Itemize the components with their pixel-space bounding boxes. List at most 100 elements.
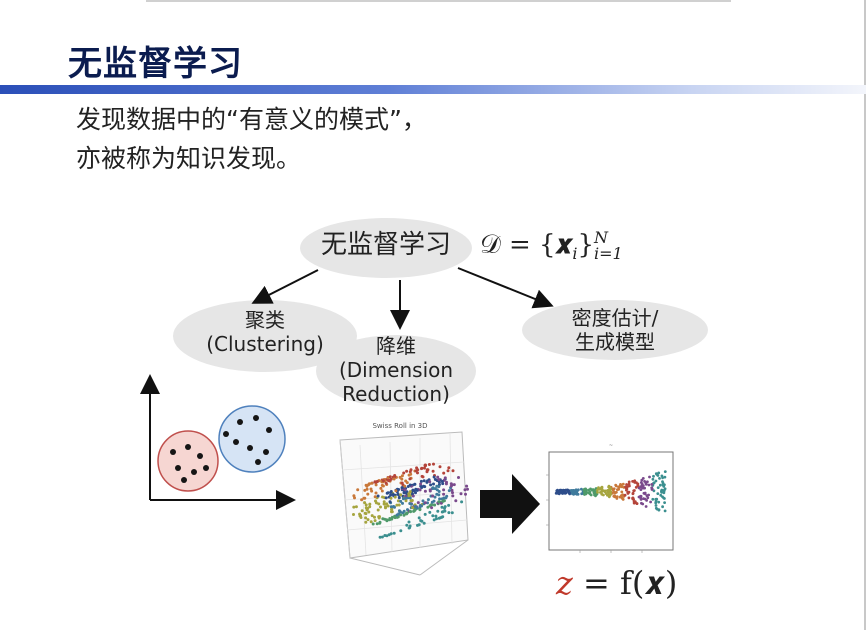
embed-point (645, 494, 649, 497)
roll-point (416, 501, 420, 505)
roll-point (431, 514, 435, 518)
embed-point (654, 506, 658, 510)
embed-point (642, 486, 645, 490)
roll-point (418, 488, 422, 492)
roll-point (426, 505, 430, 509)
roll-point (373, 519, 377, 523)
embed-point (647, 483, 651, 487)
right-border (864, 0, 866, 630)
embed-point (574, 489, 578, 492)
roll-point (423, 489, 427, 493)
embed-point (624, 485, 627, 489)
roll-point (389, 496, 393, 500)
embed-point (621, 493, 625, 497)
roll-point (405, 523, 409, 527)
roll-point (352, 513, 355, 516)
embed-point (643, 491, 647, 495)
roll-point (370, 514, 374, 518)
embed-point (588, 490, 592, 494)
roll-point (400, 481, 404, 485)
roll-point (395, 513, 399, 517)
roll-point (411, 488, 415, 492)
roll-point (404, 491, 407, 495)
embed-point (620, 496, 624, 500)
roll-point (443, 476, 447, 480)
roll-point (362, 496, 366, 500)
roll-point (408, 470, 412, 474)
roll-point (447, 489, 451, 493)
embed-point (643, 480, 646, 483)
roll-point (417, 516, 421, 520)
arrow-to-clustering (251, 269, 319, 304)
roll-point (363, 488, 367, 492)
roll-point (457, 476, 460, 479)
embed-point (627, 482, 631, 486)
embed-point (614, 483, 618, 487)
roll-point (352, 505, 356, 509)
embed-point (600, 492, 604, 496)
roll-point (430, 500, 434, 504)
top-border (146, 0, 731, 2)
roll-point (376, 494, 380, 498)
roll-point (356, 488, 360, 492)
roll-point (450, 483, 454, 487)
dimred-label-cn: 降维 (376, 334, 416, 358)
embedding-2d-plot: ~ (546, 443, 674, 553)
roll-point (389, 493, 393, 497)
density-label-2: 生成模型 (575, 330, 655, 354)
roll-point (428, 510, 432, 514)
roll-point (402, 471, 406, 475)
embed-point (625, 488, 628, 492)
embed-point (657, 508, 661, 512)
embed-point (613, 494, 616, 497)
formula-z-var: z (556, 564, 573, 602)
formula-var: 𝒙 (555, 230, 573, 260)
arrow-to-density (457, 267, 554, 309)
roll-point (395, 503, 399, 507)
embed-point (663, 475, 667, 479)
roll-point (459, 492, 463, 496)
clustering-label: 聚类 (Clustering) (173, 308, 357, 356)
roll-point (386, 504, 390, 508)
roll-point (433, 478, 437, 481)
embed-point (603, 490, 607, 494)
formula-close: } (577, 230, 594, 260)
roll-point (404, 496, 407, 500)
density-ellipse (522, 300, 708, 360)
roll-point (433, 487, 437, 491)
embed-point (663, 470, 667, 473)
roll-point (437, 485, 441, 489)
roll-point (381, 484, 385, 488)
roll-point (381, 517, 385, 521)
roll-point (397, 496, 401, 500)
embed-point (585, 490, 588, 494)
mapping-formula: z = f(𝒙) (556, 564, 677, 603)
embed-point (625, 483, 628, 486)
roll-point (447, 503, 451, 507)
roll-point (410, 499, 414, 502)
embed-point (561, 488, 565, 492)
roll-point (432, 518, 436, 522)
embed-point (652, 474, 655, 478)
roll-point (442, 488, 446, 492)
roll-point (400, 486, 404, 490)
roll-point (405, 481, 409, 485)
embed-point (648, 475, 651, 479)
embed-point (644, 505, 648, 508)
roll-point (375, 480, 379, 483)
embed-point (651, 477, 655, 481)
embed-point (616, 488, 619, 491)
roll-point (387, 479, 390, 483)
svg-text:~: ~ (609, 443, 613, 449)
embed-point (621, 482, 625, 486)
embed-point (623, 493, 627, 497)
roll-point (367, 510, 371, 514)
embed-point (600, 490, 604, 493)
roll-point (377, 502, 381, 506)
embed-point (627, 480, 631, 484)
roll-point (380, 489, 384, 493)
roll-point (436, 475, 440, 479)
roll-point (366, 492, 370, 496)
roll-point (411, 506, 415, 510)
